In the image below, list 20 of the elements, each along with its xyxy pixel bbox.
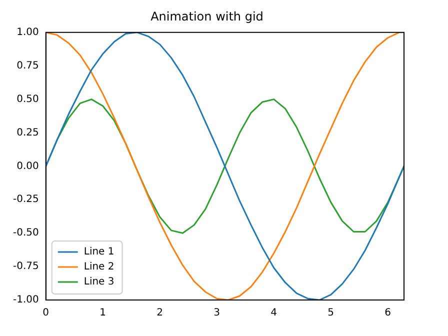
y-tick-label: -1.00 [13,294,39,306]
x-tick-label: 5 [328,308,334,319]
y-tick-label: 0.00 [16,160,39,172]
x-tick-label: 1 [100,308,106,319]
y-tick-label: 0.50 [16,94,39,105]
x-tick-label: 3 [214,308,220,319]
y-tick-label: -0.75 [13,261,39,272]
legend-label: Line 2 [84,262,114,273]
y-tick-label: 1.00 [16,26,39,38]
x-tick-label: 6 [384,308,392,319]
legend-label: Line 1 [84,246,114,258]
chart-title: Animation with gid [150,9,264,24]
y-tick-label: -0.25 [13,194,39,206]
y-tick-label: 0.25 [16,127,39,138]
x-tick-label: 2 [156,308,164,319]
x-tick-label: 4 [270,308,278,319]
y-tick-label: 0.75 [16,60,39,72]
legend-label: Line 3 [84,276,114,288]
x-tick-label: 0 [42,308,50,319]
y-tick-label: -0.50 [13,228,39,239]
